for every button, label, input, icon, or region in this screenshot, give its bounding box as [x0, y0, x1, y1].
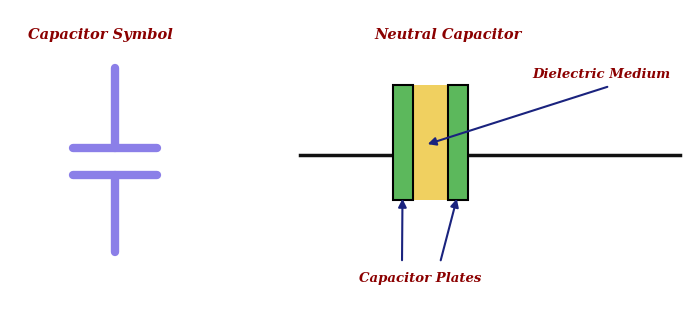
Text: Neutral Capacitor: Neutral Capacitor — [374, 28, 522, 42]
Bar — [412, 85, 447, 200]
Text: Dielectric Medium: Dielectric Medium — [532, 68, 670, 81]
Text: Capacitor Plates: Capacitor Plates — [359, 272, 481, 285]
Bar — [393, 85, 412, 200]
Text: Capacitor Symbol: Capacitor Symbol — [27, 28, 172, 42]
Bar — [447, 85, 468, 200]
